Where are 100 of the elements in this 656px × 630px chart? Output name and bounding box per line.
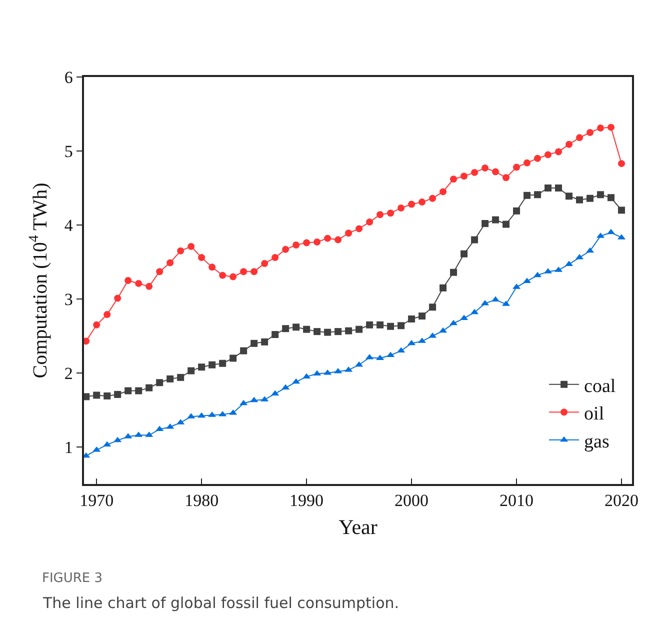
point [114, 294, 122, 302]
x-tick-label: 1970 [80, 491, 114, 510]
point [84, 338, 90, 345]
y-tick-label: 5 [64, 142, 73, 161]
point [261, 338, 268, 346]
point [188, 367, 195, 374]
point [146, 282, 153, 290]
point [230, 354, 237, 362]
x-tick-label: 2020 [604, 491, 638, 510]
y-tick-label: 3 [64, 290, 73, 309]
point [156, 268, 164, 276]
point [240, 400, 248, 406]
point [166, 259, 174, 266]
point [135, 387, 142, 394]
point [534, 191, 542, 198]
point [292, 241, 300, 248]
point [566, 140, 573, 148]
point [198, 254, 206, 262]
point [146, 384, 153, 392]
point [471, 168, 478, 176]
point [261, 260, 268, 267]
point [314, 328, 321, 336]
point [177, 247, 184, 254]
point [219, 272, 226, 279]
point [460, 172, 468, 180]
point [208, 264, 216, 271]
point [282, 246, 290, 253]
point [292, 378, 300, 384]
point [502, 220, 510, 228]
point [450, 268, 458, 276]
point [524, 159, 531, 166]
point [250, 268, 258, 276]
point [188, 242, 195, 250]
x-axis-title: Year [338, 514, 378, 539]
y-tick-label: 2 [64, 364, 73, 383]
point [597, 124, 604, 132]
point [544, 184, 552, 192]
text: The line chart of global fossil fuel consumption. [42, 594, 400, 612]
point [440, 284, 447, 292]
point [418, 198, 426, 206]
point [482, 220, 489, 228]
point [93, 321, 100, 328]
point [440, 188, 447, 196]
point [334, 236, 342, 244]
x-tick-label: 1980 [184, 491, 219, 510]
x-tick-label: 2000 [394, 491, 429, 510]
point [345, 327, 352, 334]
point [482, 164, 489, 172]
point [124, 387, 132, 394]
point [397, 347, 406, 353]
point [104, 311, 111, 318]
point [229, 409, 238, 415]
point [398, 322, 405, 330]
point [240, 268, 248, 276]
point [618, 160, 625, 168]
y-tick-label: 4 [64, 216, 74, 235]
x-tick-label: 1990 [290, 491, 324, 510]
point [586, 194, 594, 202]
point [104, 392, 111, 400]
point [124, 277, 132, 284]
legend-label: oil [584, 404, 604, 425]
point [429, 304, 436, 311]
point [250, 340, 258, 347]
point [398, 204, 405, 212]
point [513, 207, 520, 214]
point [534, 154, 542, 162]
point [618, 206, 625, 214]
point [376, 321, 384, 328]
legend-label: gas [584, 431, 610, 452]
point [586, 129, 594, 136]
point [282, 325, 290, 332]
point [356, 225, 363, 232]
point [597, 191, 604, 198]
point [524, 192, 531, 199]
point [198, 412, 206, 418]
legend-label: coal [584, 376, 616, 397]
point [218, 410, 227, 416]
point [356, 326, 363, 333]
point [135, 280, 142, 287]
point [555, 148, 562, 156]
point [208, 361, 216, 368]
y-tick-label: 6 [64, 68, 73, 87]
point [240, 347, 248, 354]
caption: FIGURE 3 [42, 571, 103, 586]
point [513, 164, 520, 171]
point [303, 239, 310, 246]
point [303, 326, 310, 333]
point [92, 446, 101, 452]
point [408, 200, 416, 208]
point [230, 273, 237, 280]
point [387, 322, 394, 330]
point [387, 210, 394, 217]
x-tick-label: 2010 [500, 491, 534, 510]
point [492, 168, 500, 176]
point [408, 340, 416, 346]
point [84, 393, 90, 400]
point [576, 196, 584, 204]
point [345, 230, 352, 237]
point [429, 194, 436, 202]
point [114, 436, 122, 442]
